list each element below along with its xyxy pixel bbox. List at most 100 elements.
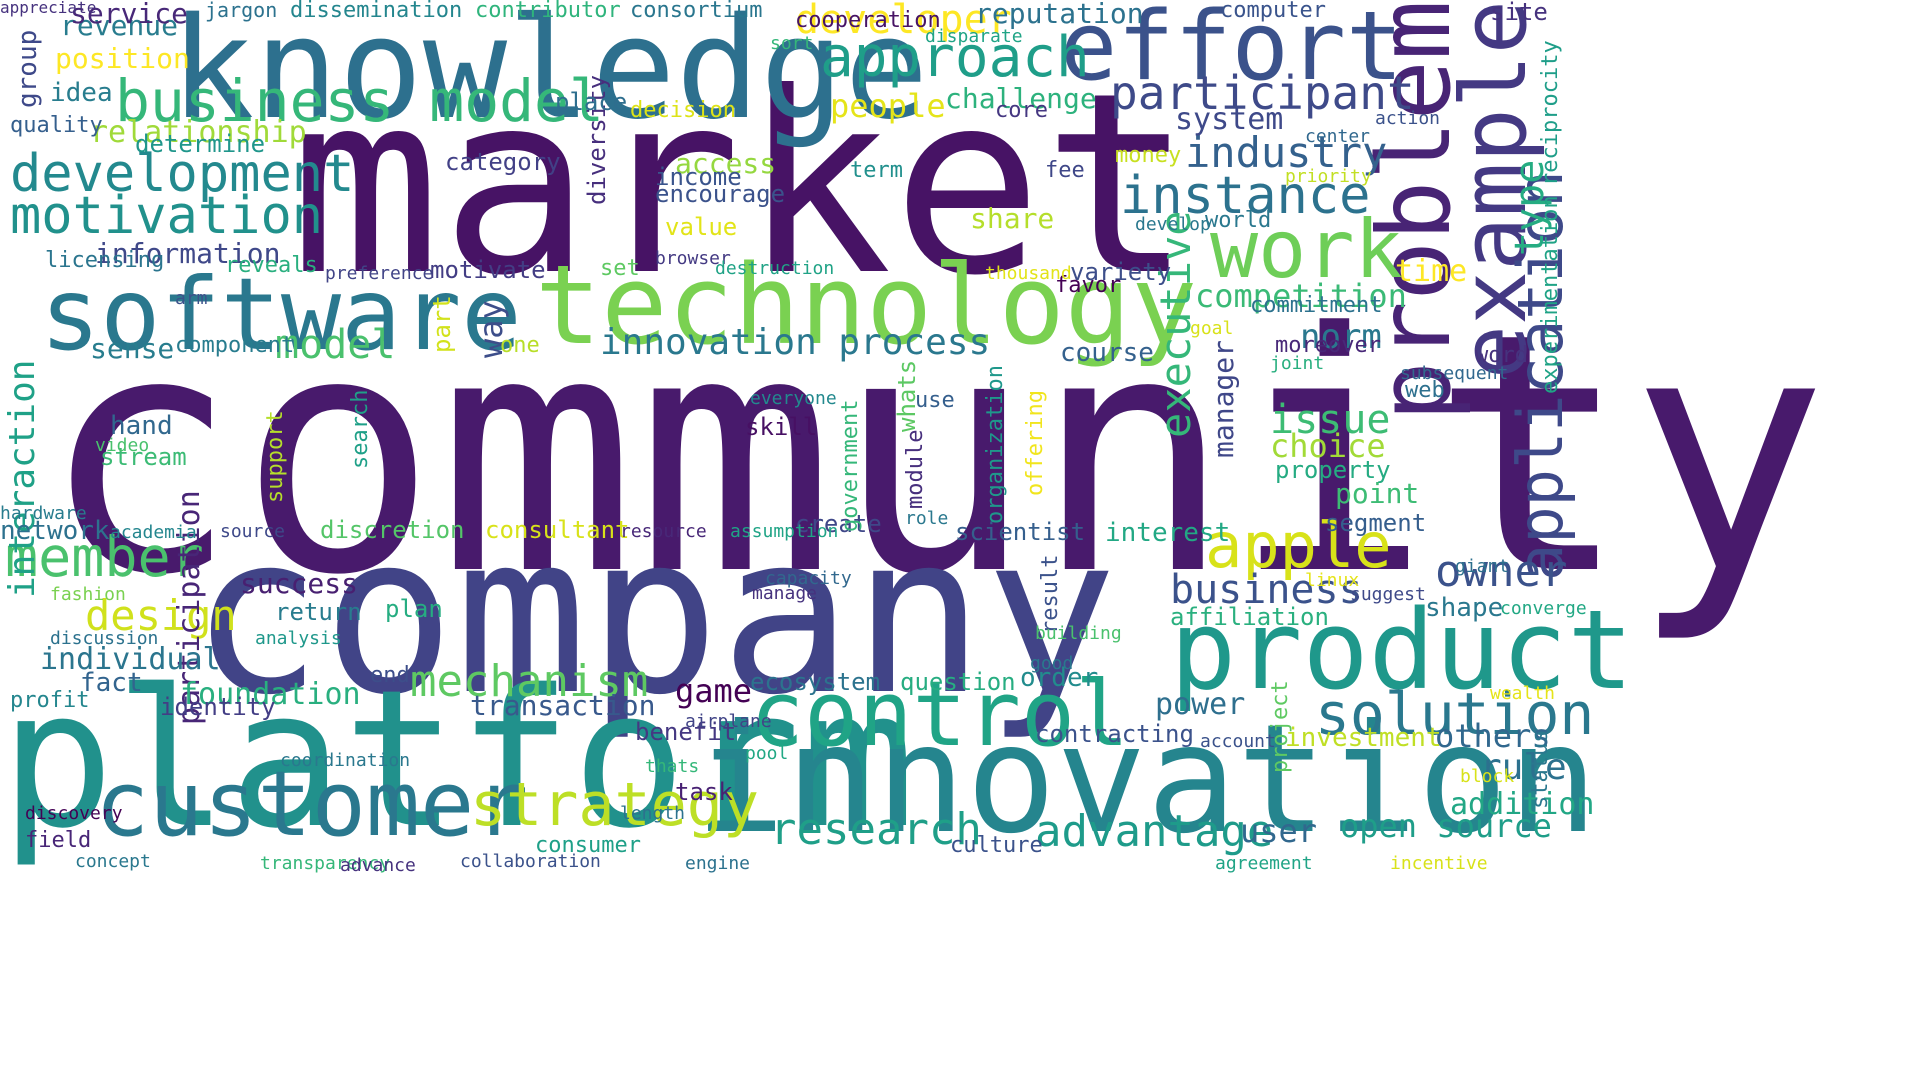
word-reveals: reveals [225,253,318,278]
word-collaboration: collaboration [460,851,601,872]
word-market: market [290,39,1194,330]
word-concept: concept [75,851,151,872]
word-commitment: commitment [1250,293,1383,318]
word-organization: organization [983,365,1008,524]
word-browser: browser [655,248,731,269]
word-good: good [1030,653,1074,674]
word-licensing: licensing [45,248,165,273]
word-segment: segment [1325,509,1427,537]
word-platform: platform [0,649,916,870]
word-course: course [1060,338,1154,368]
word-computer: computer [1220,0,1326,23]
word-income: income [655,163,742,191]
word-fact: fact [80,668,143,698]
word-instance: instance [1120,166,1371,226]
word-software: software [40,256,522,373]
word-hand: hand [110,411,173,441]
word-converge: converge [1500,598,1587,619]
word-apple: apple [1205,509,1392,582]
word-set: set [600,256,640,281]
word-linux: linux [1305,570,1360,591]
word-community: community [40,263,1829,647]
word-product: product [1170,586,1634,714]
word-control: control [750,662,1130,767]
word-interest: interest [1105,518,1231,548]
word-discretion: discretion [320,516,465,544]
word-manager: manager [1207,339,1240,458]
word-preference: preference [325,263,434,284]
word-technology: technology [535,241,1198,369]
word-choice: choice [1270,427,1386,465]
word-account: account [1200,731,1276,752]
word-question: question [900,668,1016,696]
word-wealth: wealth [1490,683,1556,704]
word-term: term [850,158,903,183]
word-transaction: transaction [470,689,656,722]
word-competition: competition [1195,277,1407,315]
word-dissemination: dissemination [290,0,463,23]
word-individual: individual [40,642,221,677]
word-power: power [1155,687,1246,722]
word-position: position [55,42,190,75]
word-quality: quality [10,113,103,138]
word-relationship: relationship [90,115,307,150]
word-norm: norm [1300,317,1382,357]
word-plan: plan [385,595,443,623]
word-strategy: strategy [470,770,759,840]
word-suggest: suggest [1350,584,1426,605]
word-idea: idea [50,78,113,108]
word-business: business [1170,567,1363,613]
word-analysis: analysis [255,628,342,649]
word-academia: academia [110,522,197,543]
word-one: one [500,333,540,358]
word-sort: sort [770,33,814,54]
word-block: block [1460,766,1515,787]
word-incentive: incentive [1390,853,1488,874]
word-shape: shape [1425,593,1504,623]
word-destruction: destruction [715,258,835,279]
word-development: development [10,144,355,204]
word-member: member [5,525,204,589]
word-center: center [1305,126,1371,147]
word-contracting: contracting [1035,720,1194,748]
word-task: task [675,778,733,806]
word-foundation: foundation [180,677,361,712]
word-end: end [370,663,410,688]
word-benefit: benefit [635,718,737,746]
word-contributor: contributor [475,0,621,23]
word-project: project [1268,680,1293,773]
word-discovery: discovery [25,803,123,824]
word-component: component [175,333,295,358]
word-arm: arm [175,288,208,309]
word-reputation: reputation [975,0,1144,30]
word-thats: thats [645,756,700,777]
word-engine: engine [685,853,751,874]
word-share: share [970,202,1055,235]
word-site: site [1490,0,1548,26]
word-disparate: disparate [925,26,1023,47]
word-revenue: revenue [60,9,179,42]
word-transparency: transparency [260,853,391,874]
word-action: action [1375,108,1441,129]
word-variety: variety [1070,258,1172,286]
word-advance: advance [340,855,416,876]
word-others: others [1435,717,1551,755]
word-sense: sense [90,332,175,365]
word-issue: issue [1270,397,1391,443]
word-discussion: discussion [50,628,159,649]
word-challenge: challenge [945,82,1097,115]
word-building: building [1035,623,1122,644]
word-access: access [675,147,777,180]
word-return: return [275,598,362,626]
word-word: word [1475,343,1528,368]
word-time: time [1395,254,1468,289]
word-module: module [903,429,928,509]
word-design: design [85,591,237,640]
word-property: property [1275,456,1391,484]
word-determine: determine [135,130,266,158]
word-favor: favor [1055,273,1122,298]
word-culture: culture [950,833,1043,858]
word-success: success [240,567,359,600]
word-scientist: scientist [955,518,1086,546]
